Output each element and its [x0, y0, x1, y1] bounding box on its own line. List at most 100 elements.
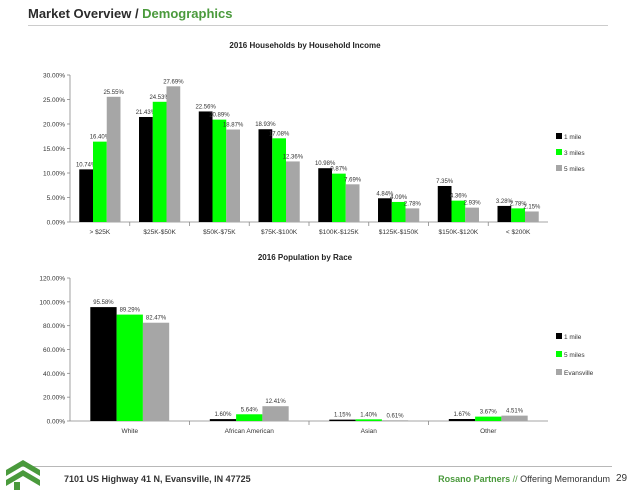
legend-label-evansville: Evansville [564, 370, 594, 377]
legend-label-5-miles: 5 miles [564, 166, 585, 173]
data-label: 1.60% [214, 412, 232, 418]
data-label: 3.67% [480, 410, 498, 416]
footer-divider [22, 466, 612, 467]
household-income-chart: 2016 Households by Household Income 0.00%… [43, 41, 585, 236]
bar-5-miles-125k-150k [405, 208, 420, 222]
y-tick-label: 5.00% [47, 195, 66, 202]
y-tick-label: 20.00% [43, 395, 65, 402]
data-label: 21.43% [136, 110, 157, 116]
bar-1-mile-100k-125k [318, 168, 333, 222]
legend-swatch-3-miles [556, 149, 562, 155]
footer-separator: // [510, 474, 521, 484]
bar-3-miles-125k-150k [391, 201, 406, 222]
data-label: 1.40% [360, 412, 378, 418]
footer-address: 7101 US Highway 41 N, Evansville, IN 477… [64, 474, 251, 484]
legend-swatch-5-miles [556, 165, 562, 171]
bar-1-mile-50k-75k [198, 111, 213, 222]
footer-doc-title: Offering Memorandum [520, 474, 610, 484]
population-by-race-chart: 2016 Population by Race 0.00% 20.00% 40.00%… [39, 253, 594, 435]
bar-5-miles-150k-120k [465, 207, 479, 222]
y-tick-label: 20.00% [43, 122, 65, 129]
bar-1-mile-150k-120k [437, 185, 452, 222]
footer-doc-label: Rosano Partners // Offering Memorandum [414, 474, 610, 484]
data-label: 2.93% [464, 201, 482, 207]
bar-1-mile-25k [79, 169, 94, 222]
data-label: 5.64% [241, 407, 259, 413]
data-label: 12.36% [283, 154, 304, 160]
x-tick-label: $150K-$120K [438, 229, 478, 236]
x-tick-label: $50K-$75K [203, 229, 236, 236]
data-label: 12.41% [265, 399, 286, 405]
bar-3-miles-200k [511, 208, 525, 222]
y-tick-label: 120.00% [39, 276, 65, 283]
bar-5-miles-asian [355, 419, 382, 421]
x-tick-label: Other [480, 428, 497, 435]
x-tick-label: $100K-$125K [319, 229, 359, 236]
data-label: 2.78% [404, 201, 422, 207]
data-label: 4.09% [390, 195, 408, 201]
legend-swatch-5-miles [556, 351, 562, 357]
data-label: 22.56% [195, 104, 216, 110]
bar-1-mile-25k-50k [139, 116, 153, 222]
data-label: 89.29% [120, 308, 141, 314]
data-label: 27.69% [163, 79, 184, 85]
bar-3-miles-25k [93, 141, 107, 222]
legend-swatch-1-mile [556, 333, 562, 339]
legend-label-3-miles: 3 miles [564, 150, 585, 157]
bar-1-mile-asian [329, 419, 356, 421]
data-label: 16.40% [90, 135, 111, 141]
bar-5-miles-50k-75k [226, 129, 240, 222]
bar-5-miles-other [475, 416, 502, 421]
bar-5-miles-25k [106, 96, 121, 222]
data-label: 0.61% [387, 413, 405, 419]
data-label: 2.78% [510, 201, 528, 207]
x-tick-label: African American [225, 428, 275, 435]
x-tick-label: $25K-$50K [143, 229, 176, 236]
x-tick-label: < $200K [506, 229, 531, 236]
footer-brand: Rosano Partners [438, 474, 511, 484]
data-label: 1.15% [334, 413, 352, 419]
legend-swatch-evansville [556, 369, 562, 375]
data-label: 2.15% [523, 204, 541, 210]
y-tick-label: 80.00% [43, 323, 65, 330]
data-label: 7.69% [344, 177, 362, 183]
legend-label-1-mile: 1 mile [564, 334, 582, 341]
data-label: 7.35% [436, 179, 454, 185]
data-label: 24.53% [149, 95, 170, 101]
bar-1-mile-125k-150k [378, 198, 392, 222]
data-label: 10.98% [315, 161, 336, 167]
legend-label-1-mile: 1 mile [564, 134, 582, 141]
data-label: 1.67% [453, 412, 471, 418]
page-title-main: Market Overview / [28, 6, 143, 21]
bar-evansville-white [142, 322, 170, 421]
bar-1-mile-other [448, 419, 476, 421]
data-label: 17.08% [269, 131, 290, 137]
y-tick-label: 0.00% [47, 220, 66, 227]
bar-5-miles-25k-50k [166, 86, 181, 222]
bar-1-mile-african-american [209, 419, 237, 421]
bar-evansville-african-american [262, 406, 289, 421]
bar-5-miles-african-american [236, 414, 263, 421]
y-tick-label: 100.00% [39, 299, 65, 306]
data-label: 20.89% [209, 113, 230, 119]
y-tick-label: 30.00% [43, 73, 65, 80]
data-label: 18.87% [223, 123, 244, 129]
bar-1-mile-200k [497, 205, 512, 222]
y-tick-label: 10.00% [43, 171, 65, 178]
data-label: 82.47% [146, 316, 167, 322]
bar-5-miles-100k-125k [345, 184, 360, 222]
y-tick-label: 25.00% [43, 97, 65, 104]
y-tick-label: 0.00% [47, 419, 66, 426]
bar-3-miles-25k-50k [152, 101, 167, 222]
bar-5-miles-200k [524, 211, 539, 222]
bar-3-miles-150k-120k [451, 200, 466, 222]
y-tick-label: 15.00% [43, 146, 65, 153]
x-tick-label: Asian [361, 428, 378, 435]
bar-3-miles-50k-75k [212, 119, 227, 222]
page-number: 29 [616, 473, 628, 484]
bar-1-mile-white [90, 307, 117, 421]
x-tick-label: White [121, 428, 138, 435]
x-tick-label: $75K-$100K [261, 229, 298, 236]
data-label: 18.93% [255, 122, 276, 128]
bar-evansville-other [501, 415, 528, 421]
